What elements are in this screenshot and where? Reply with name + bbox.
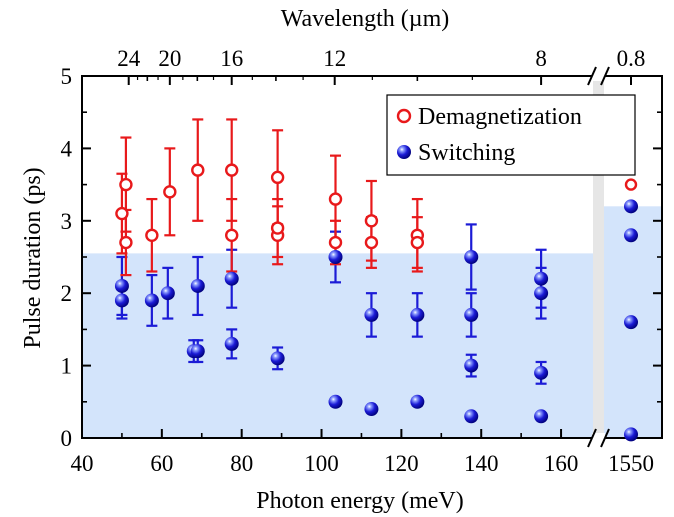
switching-point — [328, 394, 343, 409]
switching-point — [534, 271, 549, 286]
switching-point — [114, 293, 129, 308]
demagnetization-point — [225, 163, 239, 177]
switching-point — [410, 307, 425, 322]
switching-point — [464, 358, 479, 373]
demagnetization-point — [270, 221, 285, 235]
legend-marker-switching — [397, 145, 411, 159]
x-axis-title: Photon energy (meV) — [256, 488, 464, 514]
top-tick-label: 24 — [117, 46, 141, 71]
y-tick-label: 1 — [61, 354, 73, 379]
demagnetization-point — [145, 228, 159, 242]
switching-point — [160, 286, 175, 301]
switching-point — [270, 351, 285, 366]
switching-point — [464, 250, 479, 264]
axis-break-slash — [600, 66, 610, 86]
demagnetization-point — [163, 185, 177, 199]
switching-point — [464, 409, 479, 424]
switching-point — [114, 278, 129, 293]
switching-point — [410, 394, 425, 409]
switching-point — [224, 336, 239, 351]
legend-label-switching: Switching — [418, 140, 515, 166]
x-tick-label: 40 — [71, 451, 94, 476]
x-tick-label: 60 — [150, 451, 173, 476]
switching-point — [224, 271, 239, 286]
demagnetization-point — [364, 214, 379, 228]
legend-label-demagnetization: Demagnetization — [418, 104, 582, 130]
switching-point-1550 — [624, 199, 638, 214]
x-tick-label: 160 — [544, 451, 579, 476]
top-tick-label: 12 — [323, 46, 346, 71]
switching-point — [190, 344, 205, 359]
legend-box — [386, 94, 636, 176]
demagnetization-point — [270, 170, 285, 185]
x-tick-label-break: 1550 — [608, 451, 654, 476]
axis-break-slash — [600, 428, 610, 448]
axis-break-slash — [587, 428, 597, 448]
y-tick-label: 0 — [61, 426, 73, 451]
switching-point — [364, 402, 379, 417]
switching-point — [190, 278, 205, 293]
axis-break-band — [593, 76, 604, 438]
axis-break-gap — [592, 71, 605, 81]
top-axis-title: Wavelength (µm) — [281, 6, 450, 32]
top-tick-label: 16 — [220, 46, 243, 71]
y-tick-label: 3 — [61, 209, 73, 234]
shaded-band-main — [82, 253, 593, 438]
y-axis-title: Pulse duration (ps) — [20, 167, 46, 348]
top-tick-label: 20 — [158, 46, 181, 71]
switching-point — [534, 365, 549, 380]
x-tick-label: 120 — [384, 451, 419, 476]
y-tick-label: 4 — [61, 136, 73, 161]
demagnetization-point — [410, 235, 425, 250]
switching-point — [328, 250, 343, 264]
switching-point — [534, 286, 549, 301]
legend-marker-demagnetization — [396, 108, 412, 124]
demagnetization-point — [115, 206, 129, 221]
top-tick-label-break: 0.8 — [617, 46, 646, 71]
demagnetization-point — [328, 192, 343, 206]
y-tick-label: 5 — [61, 64, 73, 89]
x-tick-label: 80 — [230, 451, 253, 476]
axis-break-slash — [587, 66, 597, 86]
demagnetization-point — [328, 235, 343, 250]
axis-break-gap — [592, 433, 605, 443]
switching-point-1550 — [624, 315, 638, 330]
switching-point — [144, 293, 159, 308]
switching-point — [534, 409, 549, 424]
x-tick-label: 140 — [464, 451, 499, 476]
y-tick-label: 2 — [61, 281, 73, 306]
top-tick-label: 8 — [535, 46, 547, 71]
x-tick-label: 100 — [304, 451, 339, 476]
switching-point — [364, 307, 379, 322]
switching-point — [464, 307, 479, 322]
demagnetization-point — [119, 235, 133, 250]
data-point-layer — [114, 163, 638, 442]
axes-frame-layer — [81, 66, 663, 448]
demagnetization-point — [364, 235, 379, 250]
demagnetization-point — [119, 177, 133, 192]
switching-point-1550 — [624, 427, 638, 442]
legend: Demagnetization Switching — [386, 94, 636, 176]
switching-point-1550 — [624, 228, 638, 243]
demagnetization-point — [225, 228, 239, 242]
demagnetization-point-1550 — [624, 178, 638, 191]
demagnetization-point — [191, 163, 205, 177]
